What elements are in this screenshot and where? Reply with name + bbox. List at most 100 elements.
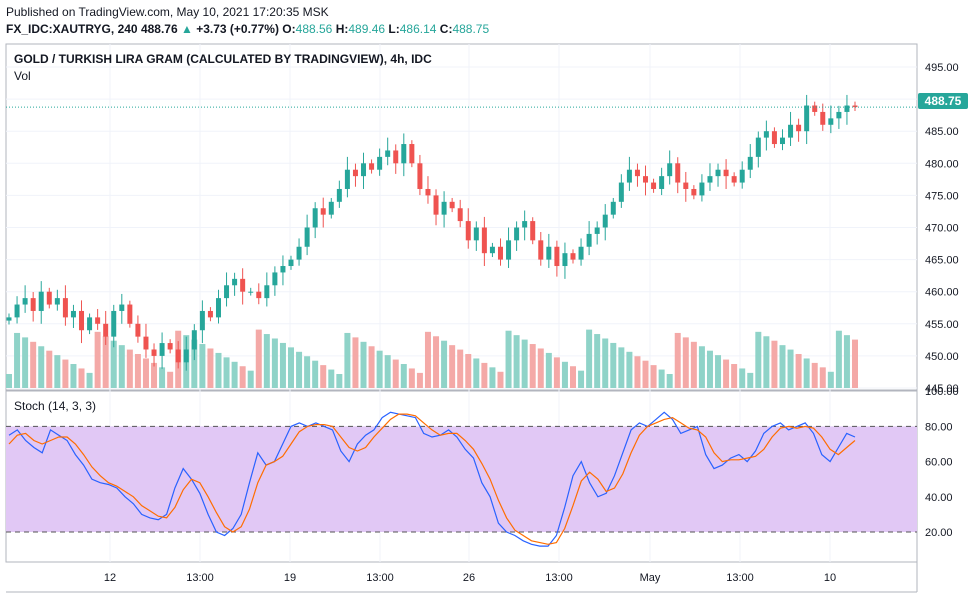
volume-bar — [46, 350, 53, 388]
candle-body — [377, 156, 383, 170]
volume-bar — [852, 339, 858, 388]
candle-body — [14, 304, 20, 318]
stoch-tick-label: 100.00 — [925, 386, 959, 398]
volume-bar — [819, 367, 826, 388]
candle-body — [70, 310, 76, 318]
published-caption: Published on TradingView.com, May 10, 20… — [6, 5, 329, 19]
candle-body — [667, 163, 673, 177]
volume-bar — [392, 359, 399, 388]
volume-bar — [545, 352, 552, 388]
volume-bar — [529, 344, 536, 388]
volume-bar — [151, 362, 158, 388]
volume-bar — [626, 351, 633, 388]
volume-bar — [521, 339, 528, 388]
price-tick-label: 465.00 — [925, 255, 959, 267]
candle-body — [111, 310, 117, 337]
price-tick-label: 485.00 — [925, 126, 959, 138]
symbol-name[interactable]: FX_IDC:XAUTRYG, 240 — [6, 22, 138, 36]
candle-body — [626, 169, 632, 183]
candle-body — [46, 291, 52, 305]
candle-body — [199, 310, 205, 331]
volume-bar — [723, 359, 730, 388]
candle-body — [489, 246, 495, 254]
up-arrow-icon: ▲ — [180, 22, 193, 36]
candle-body — [151, 349, 157, 356]
candle-body — [602, 214, 608, 228]
candle-body — [352, 169, 358, 177]
candle-body — [127, 304, 133, 324]
candle-body — [328, 201, 334, 215]
volume-bar — [110, 340, 117, 388]
price-change: +3.73 (+0.77%) — [196, 22, 279, 36]
volume-bar — [118, 345, 125, 388]
candle-body — [425, 188, 431, 196]
volume-bar — [658, 369, 665, 388]
candle-body — [522, 221, 528, 228]
volume-bar — [690, 341, 697, 388]
volume-bar — [497, 371, 504, 388]
volume-bar — [78, 368, 85, 388]
volume-bar — [134, 354, 141, 388]
candle-body — [804, 105, 810, 132]
candle-body — [312, 208, 318, 228]
candle-body — [457, 208, 463, 222]
candle-body — [836, 111, 842, 119]
time-tick-label: 12 — [104, 572, 116, 584]
volume-bar — [191, 339, 198, 388]
candle-body — [183, 349, 189, 363]
volume-bar — [22, 337, 29, 388]
price-tick-label: 470.00 — [925, 223, 959, 235]
volume-bar — [465, 354, 472, 388]
candle-body — [820, 111, 826, 125]
volume-bar — [416, 372, 423, 388]
stoch-pane-title: Stoch (14, 3, 3) — [14, 399, 97, 413]
volume-bar — [739, 368, 746, 388]
candle-body — [240, 278, 246, 292]
volume-bar — [400, 364, 407, 388]
volume-bar — [827, 371, 834, 388]
candle-body — [87, 317, 93, 331]
volume-bar — [207, 348, 214, 388]
volume-bar — [14, 332, 21, 388]
stoch-tick-label: 20.00 — [925, 527, 953, 539]
volume-bar — [449, 345, 456, 388]
time-tick-label: 13:00 — [545, 572, 573, 584]
candle-body — [506, 240, 512, 260]
volume-bar — [674, 332, 681, 388]
stoch-band — [6, 426, 917, 532]
volume-bar — [489, 367, 496, 388]
candle-body — [95, 317, 101, 324]
candle-body — [232, 278, 238, 286]
volume-bar — [352, 337, 359, 388]
candle-body — [651, 182, 657, 189]
candle-body — [224, 285, 230, 299]
candle-body — [699, 182, 705, 196]
volume-bar — [102, 336, 109, 388]
volume-bar — [602, 338, 609, 388]
candle-body — [546, 246, 552, 260]
symbol-legend: FX_IDC:XAUTRYG, 240 488.76 ▲ +3.73 (+0.7… — [6, 22, 489, 36]
volume-bar — [231, 361, 238, 388]
volume-bar — [62, 359, 69, 388]
candle-body — [361, 163, 367, 177]
volume-bar — [255, 329, 262, 388]
open-value: 488.56 — [295, 22, 333, 36]
candle-body — [272, 272, 278, 286]
candle-body — [369, 163, 375, 170]
candle-body — [779, 137, 785, 145]
volume-bar — [610, 342, 617, 388]
candle-body — [683, 182, 689, 189]
candle-body — [264, 285, 270, 299]
candle-body — [449, 201, 455, 209]
candle-body — [320, 208, 326, 215]
high-value: 489.46 — [348, 22, 386, 36]
volume-bar — [38, 346, 45, 388]
candle-body — [852, 105, 858, 108]
volume-bar — [803, 358, 810, 388]
candle-body — [304, 227, 310, 247]
candle-body — [554, 246, 560, 267]
candle-body — [417, 163, 423, 189]
candle-body — [409, 144, 415, 164]
open-label: O: — [282, 22, 296, 36]
